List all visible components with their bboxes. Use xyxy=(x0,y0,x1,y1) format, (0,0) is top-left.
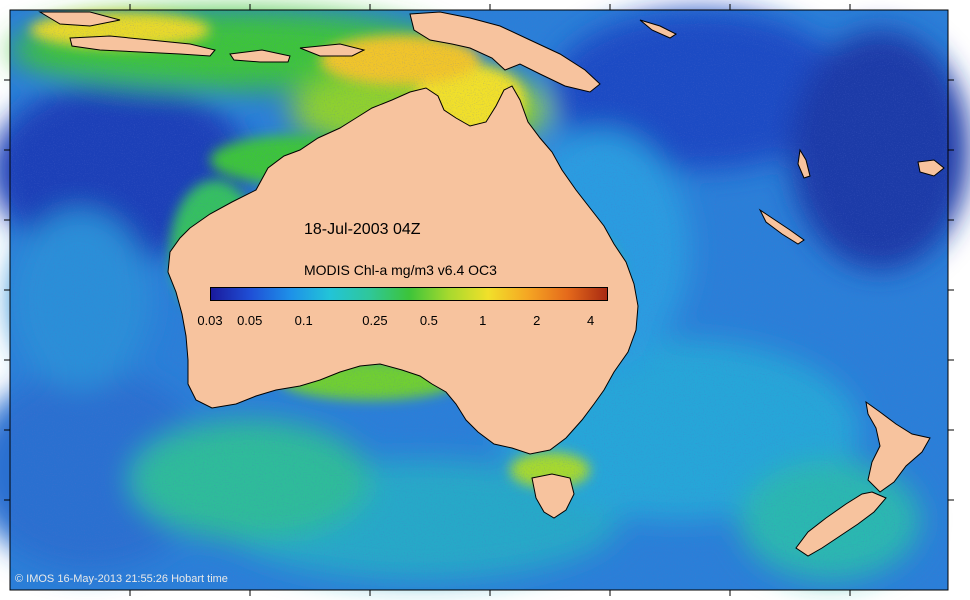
tasmania-landmass xyxy=(531,473,575,519)
java-island xyxy=(69,35,216,57)
land-masses xyxy=(38,11,945,557)
solomon-islands xyxy=(639,19,677,39)
imos-credit: © IMOS 16-May-2013 21:55:26 Hobart time xyxy=(15,573,228,585)
borneo-fragment xyxy=(38,11,121,27)
colorbar-tick-label: 1 xyxy=(479,313,487,328)
colorbar-scale xyxy=(210,287,608,301)
colorbar-tick-label: 0.03 xyxy=(197,313,223,328)
timor-island xyxy=(229,49,291,63)
nz-south-island xyxy=(795,491,887,557)
colorbar-tick-label: 2 xyxy=(533,313,541,328)
fiji-island xyxy=(917,159,945,177)
nz-north-island xyxy=(865,400,931,493)
colorbar-tick-label: 4 xyxy=(587,313,595,328)
vanuatu-islands xyxy=(797,148,811,179)
australia-landmass xyxy=(167,85,639,455)
colorbar-tick-label: 0.5 xyxy=(419,313,438,328)
colorbar-title: MODIS Chl-a mg/m3 v6.4 OC3 xyxy=(304,262,497,278)
new-caledonia-island xyxy=(758,208,805,245)
map-frame-border xyxy=(9,9,949,591)
new-guinea-landmass xyxy=(409,11,601,93)
colorbar-tick-label: 0.05 xyxy=(237,313,263,328)
flores-island xyxy=(299,43,366,57)
colorbar-tick-label: 0.25 xyxy=(362,313,388,328)
map-date-title: 18-Jul-2003 04Z xyxy=(304,221,421,238)
colorbar-tick-label: 0.1 xyxy=(294,313,313,328)
map-edge-ticks xyxy=(4,4,954,596)
